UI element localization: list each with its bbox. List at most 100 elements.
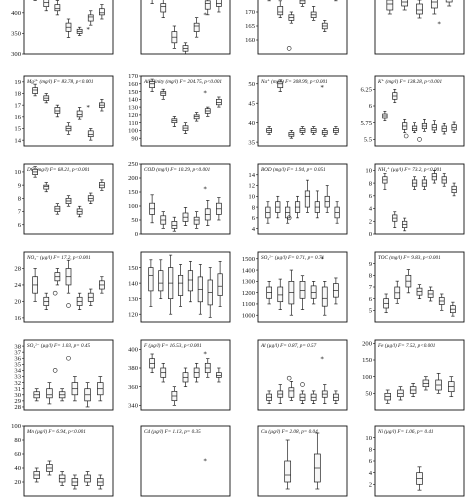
panel-title: Ni (µg/l) F= 1.06, p= 0.41 <box>377 428 434 435</box>
extreme-star: * <box>203 90 207 98</box>
y-tick-label: 50 <box>131 217 138 224</box>
y-tick-label: 40 <box>14 465 21 472</box>
box <box>284 460 292 483</box>
extreme-star: * <box>437 21 441 29</box>
box <box>416 3 423 15</box>
panel-title: TOC (mg/l) F= 9.83, p<0.001 <box>378 254 441 261</box>
y-tick-label: 20 <box>14 299 21 306</box>
y-tick-label: 35 <box>14 362 21 369</box>
panel-p21: Mn (µg/l) F= 6.94, p<0.001 20 40 60 80 100 <box>11 423 114 497</box>
box <box>193 216 200 225</box>
y-tick-label: 31 <box>14 386 21 393</box>
y-tick-label: 6 <box>252 215 256 222</box>
box <box>288 387 295 398</box>
panel-title: Fe (µg/l) F= 7.52, p<0.001 <box>377 342 436 349</box>
y-tick-label: 38 <box>14 343 21 350</box>
y-tick-label: 4 <box>369 206 373 213</box>
y-tick-label: 30 <box>14 392 21 399</box>
y-tick-label: 34 <box>14 368 21 375</box>
panel-p18: F (µg/l) F= 16.53, p<0.001 340 360 380 400 * <box>128 339 231 411</box>
y-tick-label: 20 <box>14 479 21 486</box>
y-tick-label: 100 <box>362 374 373 381</box>
y-tick-label: 17 <box>14 102 21 109</box>
y-tick-label: 8 <box>369 273 373 280</box>
y-tick-label: 400 <box>128 347 139 354</box>
panel-title: Alkalinity (mg/l) F= 204.75, p<0.001 <box>143 78 222 85</box>
box <box>277 6 284 16</box>
panel-p15: SO₄²⁻ (µg/l) F= 0.71, p= 0.71 1000 1100 120… <box>242 251 348 323</box>
y-tick-label: 6 <box>369 103 373 110</box>
y-tick-label: 300 <box>11 51 22 58</box>
outlier-circle <box>417 137 422 142</box>
box <box>32 87 38 94</box>
plot-frame <box>257 0 348 55</box>
y-tick-label: 40 <box>248 120 255 127</box>
y-tick-label: 140 <box>128 97 139 104</box>
y-tick-label: 150 <box>128 89 139 96</box>
panel-title: NO₃⁻ (µg/l) F= 17.2, p<0.001 <box>26 254 91 261</box>
outlier-circle <box>52 290 58 296</box>
y-tick-label: 8 <box>18 196 22 203</box>
y-tick-label: 45 <box>248 100 255 107</box>
y-tick-label: 33 <box>14 374 21 381</box>
plot-frame <box>257 163 348 235</box>
panel-title: BOD (mg/l) F= 1.94, p= 0.051 <box>261 166 326 173</box>
panel-p17: SO₄²⁻ (µg/l) F= 1.03, p= 0.4528293031323… <box>14 339 114 411</box>
panel-p4: * <box>374 0 465 55</box>
y-tick-label: 10 <box>365 435 372 442</box>
box <box>304 190 311 208</box>
box <box>277 81 284 89</box>
y-tick-label: 29 <box>14 398 21 405</box>
extreme-star: * <box>203 458 207 466</box>
y-tick-label: 0 <box>135 231 139 238</box>
panel-p11: BOD (mg/l) F= 1.94, p= 0.051 4 6 8 10 12 14 <box>248 163 348 235</box>
y-tick-label: 6 <box>369 193 373 200</box>
box <box>54 4 61 12</box>
y-tick-label: 160 <box>245 37 256 44</box>
box <box>217 273 223 296</box>
y-tick-label: 350 <box>11 31 22 38</box>
extreme-star: * <box>203 186 207 194</box>
y-tick-label: 0 <box>369 231 373 238</box>
panel-title: COD (mg/l) F= 10.29, p<0.001 <box>144 166 211 173</box>
y-tick-label: 1300 <box>242 279 256 286</box>
panel-title: Na⁺ (mg/l) F= 308.99, p<0.001 <box>260 78 328 85</box>
y-tick-label: 28 <box>14 404 21 411</box>
plot-frame <box>140 339 231 411</box>
box <box>46 388 53 399</box>
y-tick-label: 130 <box>128 104 139 111</box>
panel-title: Cd (µg/l) F= 1.13, p= 0.35 <box>144 428 201 435</box>
box <box>149 81 155 89</box>
y-tick-label: 10 <box>365 168 372 175</box>
extreme-star: * <box>86 26 90 34</box>
outlier-circle <box>286 375 292 381</box>
panel-p19: Al (µg/l) F= 0.87, p= 0.57* <box>257 339 348 411</box>
box <box>321 286 328 307</box>
y-tick-label: 200 <box>362 341 373 348</box>
y-tick-label: 50 <box>248 81 255 88</box>
outlier-circle <box>300 382 305 387</box>
y-tick-label: 7 <box>18 209 22 216</box>
box <box>158 270 164 292</box>
y-tick-label: 250 <box>128 161 139 168</box>
y-tick-label: 80 <box>14 437 21 444</box>
y-tick-label: 7 <box>369 284 373 291</box>
y-tick-label: 8 <box>369 180 373 187</box>
y-tick-label: 12 <box>248 183 255 190</box>
plot-frame <box>140 75 231 147</box>
panel-p13: NO₃⁻ (µg/l) F= 17.2, p<0.001 16 20 24 28 <box>14 251 114 323</box>
outlier-circle <box>66 355 71 361</box>
y-tick-label: 50 <box>365 391 372 398</box>
y-tick-label: 15 <box>14 126 21 133</box>
plot-frame <box>23 75 114 147</box>
y-tick-label: 100 <box>128 203 139 210</box>
box <box>171 118 178 124</box>
box <box>87 14 94 22</box>
panel-p2: * <box>140 0 231 55</box>
outlier-circle <box>286 46 292 51</box>
y-tick-label: 10 <box>248 194 255 201</box>
panel-title: NH₄⁺ (µg/l) F= 73.2, p<0.001 <box>377 166 442 173</box>
panel-p16: TOC (mg/l) F= 9.83, p<0.001 5 6 7 8 9 <box>369 251 465 323</box>
y-tick-label: 6.25 <box>360 87 372 94</box>
y-tick-label: 1000 <box>242 312 256 319</box>
